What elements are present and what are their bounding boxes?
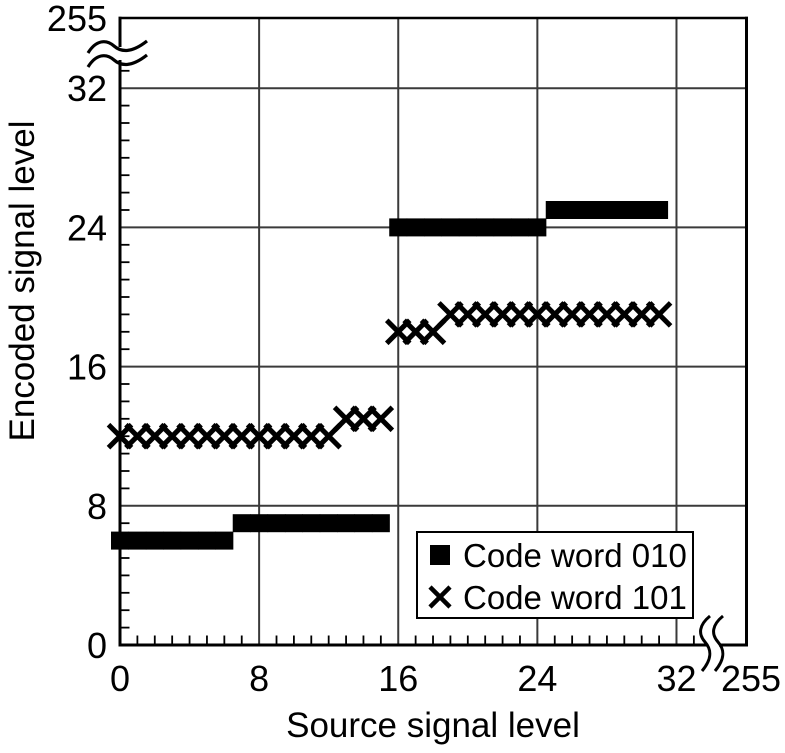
gridlines xyxy=(120,18,747,645)
axis-break-marks xyxy=(86,39,725,672)
x-tick-labels: 0 8 16 24 32 255 xyxy=(110,658,781,699)
y-tick-label: 16 xyxy=(67,347,107,388)
x-tick-label: 8 xyxy=(249,658,269,699)
series-code-word-010 xyxy=(111,201,669,550)
y-tick-label: 24 xyxy=(67,207,107,248)
x-tick-label: 0 xyxy=(110,658,130,699)
x-tick-label: 24 xyxy=(517,658,557,699)
legend-item-code-word-010: Code word 010 xyxy=(430,535,692,575)
legend: Code word 010 Code word 101 xyxy=(416,531,694,619)
filled-square-marker-icon xyxy=(430,545,450,565)
legend-item-code-word-101: Code word 101 xyxy=(428,577,692,617)
x-axis-title: Source signal level xyxy=(286,706,580,745)
x-tick-label: 16 xyxy=(378,658,418,699)
legend-label-code-word-101: Code word 101 xyxy=(463,578,687,616)
y-tick-label: 0 xyxy=(87,625,107,666)
y-tick-label: 32 xyxy=(67,68,107,109)
legend-label-code-word-010: Code word 010 xyxy=(463,536,687,574)
series-code-word-101 xyxy=(106,301,673,450)
minor-ticks xyxy=(121,69,695,644)
y-axis-title: Encoded signal level xyxy=(3,120,42,442)
y-tick-label: 8 xyxy=(87,486,107,527)
x-axis-break-label: 255 xyxy=(721,658,781,699)
y-tick-labels: 0 8 16 24 32 255 xyxy=(47,0,107,666)
x-cross-marker-icon xyxy=(428,585,452,609)
x-tick-label: 32 xyxy=(656,658,696,699)
y-axis-break-label: 255 xyxy=(47,0,107,39)
